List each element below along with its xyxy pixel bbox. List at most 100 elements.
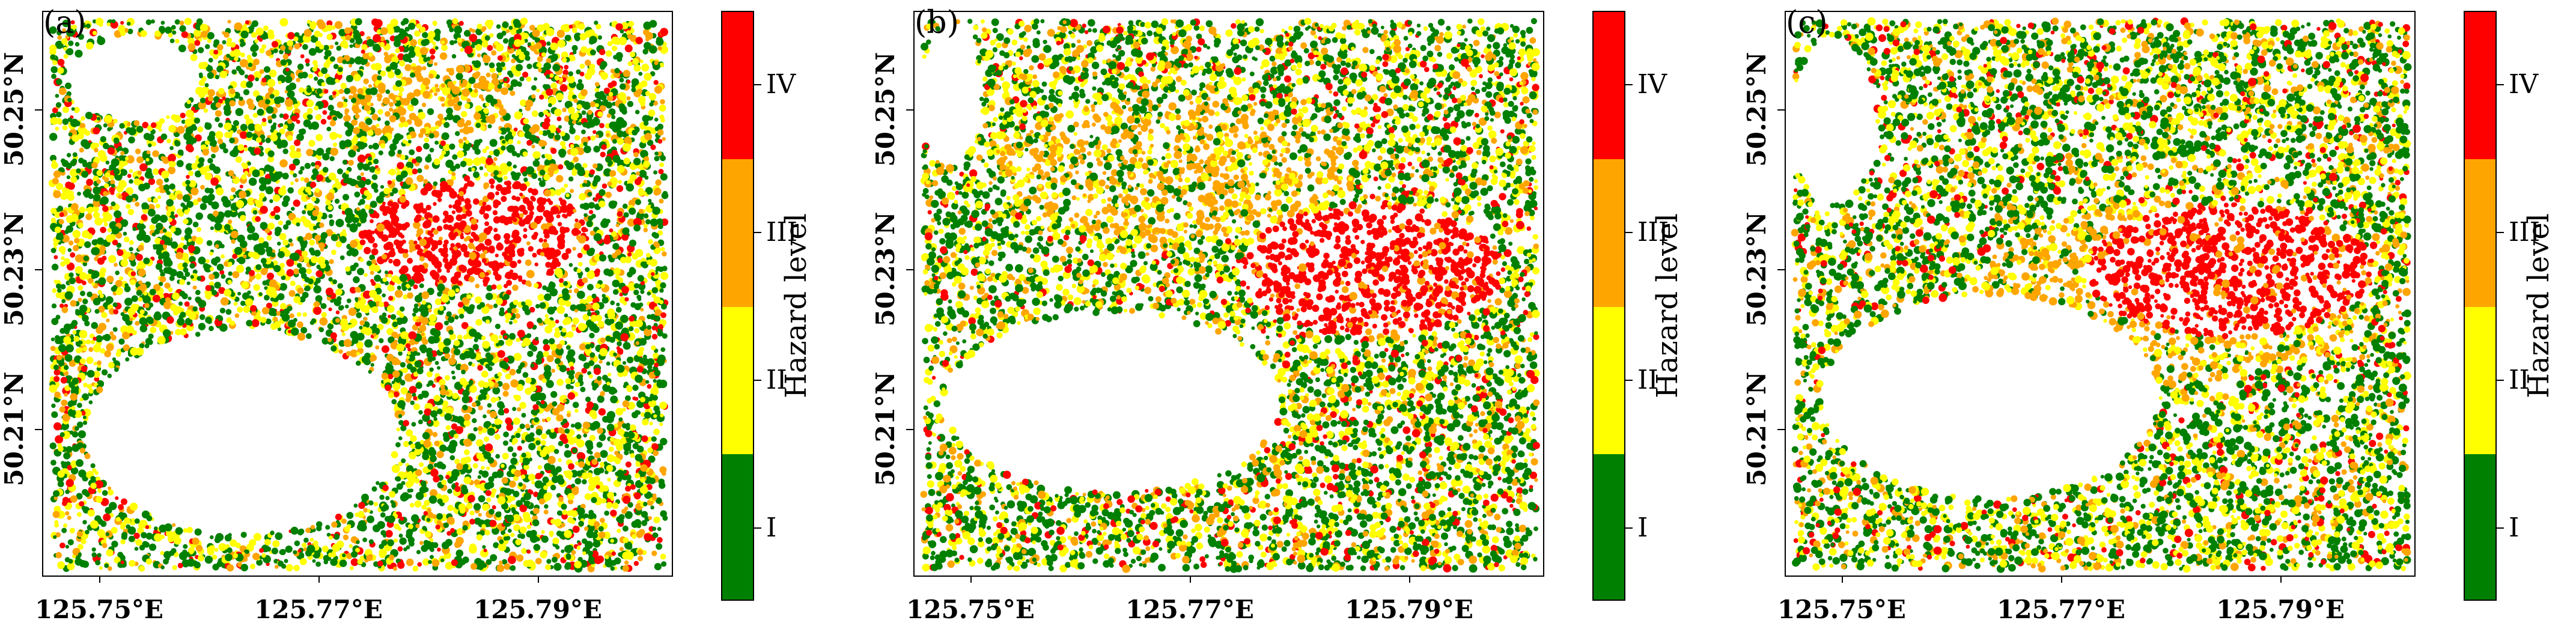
hazard-point xyxy=(503,175,508,180)
hazard-point xyxy=(456,463,463,470)
hazard-point xyxy=(483,54,487,59)
hazard-point xyxy=(558,125,562,129)
hazard-point xyxy=(129,240,134,245)
hazard-point xyxy=(592,383,599,389)
hazard-point xyxy=(368,539,374,544)
hazard-point xyxy=(357,267,365,276)
hazard-point xyxy=(458,139,463,144)
hazard-point xyxy=(213,39,220,46)
hazard-point xyxy=(239,59,248,68)
hazard-point xyxy=(517,446,522,451)
hazard-point xyxy=(454,315,459,320)
hazard-point xyxy=(572,246,576,251)
hazard-point xyxy=(211,201,219,210)
hazard-point xyxy=(419,344,427,352)
hazard-point xyxy=(213,262,218,266)
hazard-point xyxy=(97,117,101,121)
hazard-point xyxy=(492,505,496,509)
hazard-point xyxy=(428,560,432,564)
hazard-point xyxy=(214,256,221,263)
hazard-point xyxy=(414,118,423,127)
hazard-point xyxy=(266,246,273,254)
hazard-point xyxy=(496,24,501,29)
hazard-point xyxy=(300,177,305,181)
hazard-point xyxy=(620,83,626,90)
hazard-point xyxy=(439,52,448,60)
hazard-point xyxy=(416,145,422,153)
hazard-point xyxy=(606,502,613,508)
hazard-point xyxy=(123,231,127,236)
hazard-point xyxy=(603,386,609,392)
hazard-point xyxy=(484,172,489,177)
hazard-point xyxy=(248,177,257,186)
hazard-point xyxy=(82,346,88,351)
hazard-point xyxy=(327,205,333,210)
hazard-point xyxy=(513,164,517,169)
hazard-point xyxy=(502,559,508,565)
hazard-point xyxy=(215,244,219,249)
hazard-point xyxy=(272,194,281,202)
hazard-point xyxy=(136,156,144,163)
hazard-point xyxy=(558,427,564,434)
hazard-point xyxy=(419,462,424,467)
hazard-point xyxy=(51,73,56,79)
hazard-point xyxy=(356,243,363,251)
hazard-point xyxy=(501,477,508,484)
hazard-point xyxy=(385,273,389,278)
hazard-point xyxy=(144,541,150,548)
hazard-point xyxy=(486,559,492,565)
hazard-point xyxy=(495,454,501,459)
hazard-point xyxy=(646,259,653,266)
hazard-point xyxy=(454,272,461,279)
hazard-point xyxy=(358,520,367,529)
hazard-point xyxy=(273,205,281,213)
hazard-point xyxy=(361,44,368,50)
hazard-point xyxy=(597,376,602,381)
hazard-point xyxy=(67,248,72,252)
hazard-point xyxy=(496,284,502,290)
hazard-point xyxy=(519,402,526,409)
hazard-point xyxy=(556,414,564,422)
hazard-point xyxy=(385,384,392,391)
hazard-point xyxy=(529,561,536,568)
hazard-point xyxy=(65,545,69,549)
hazard-point xyxy=(635,37,643,44)
hazard-point xyxy=(201,88,207,94)
hazard-point xyxy=(576,434,582,439)
hazard-point xyxy=(636,366,644,373)
hazard-point xyxy=(561,549,565,553)
hazard-point xyxy=(50,460,56,466)
hazard-point xyxy=(653,170,658,175)
hazard-point xyxy=(519,192,523,196)
hazard-point xyxy=(506,279,513,286)
hazard-point xyxy=(72,431,79,438)
hazard-point xyxy=(618,417,623,422)
hazard-point xyxy=(644,412,651,419)
hazard-point xyxy=(156,222,163,231)
hazard-point xyxy=(214,222,222,231)
hazard-point xyxy=(166,199,174,207)
hazard-point xyxy=(302,542,307,548)
hazard-point xyxy=(578,261,583,267)
hazard-point xyxy=(76,512,82,517)
hazard-point xyxy=(381,539,388,546)
hazard-point xyxy=(280,303,287,310)
hazard-point xyxy=(582,277,588,284)
hazard-point xyxy=(201,195,210,204)
hazard-point xyxy=(364,307,370,314)
hazard-point xyxy=(518,482,523,487)
hazard-point xyxy=(639,59,644,64)
hazard-point xyxy=(91,282,96,286)
hazard-point xyxy=(55,291,62,299)
hazard-point xyxy=(314,249,321,257)
hazard-point xyxy=(427,305,431,309)
hazard-point xyxy=(156,178,163,186)
hazard-point xyxy=(120,20,124,25)
hazard-point xyxy=(441,44,448,51)
hazard-point xyxy=(60,377,67,384)
hazard-point xyxy=(205,44,210,49)
hazard-point xyxy=(390,127,394,132)
hazard-point xyxy=(65,489,70,494)
hazard-point xyxy=(570,144,574,148)
hazard-point xyxy=(662,333,668,339)
